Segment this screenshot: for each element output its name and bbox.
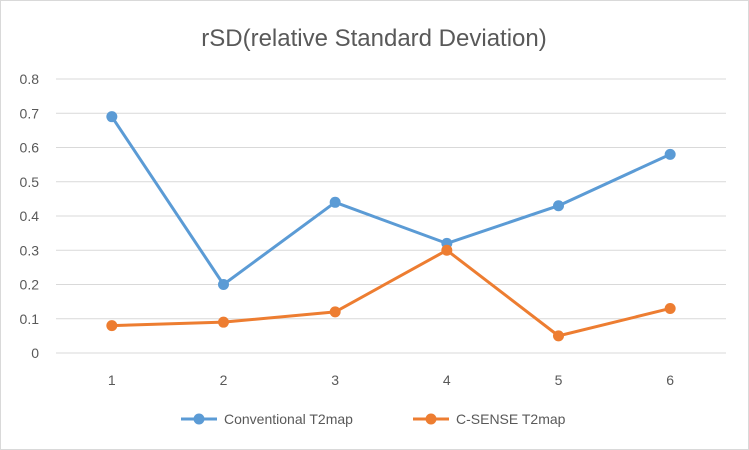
x-tick-label: 6 [666, 372, 674, 388]
y-tick-label: 0.7 [20, 105, 40, 121]
y-tick-label: 0.6 [20, 140, 40, 156]
data-point [218, 316, 229, 328]
legend-marker [193, 413, 205, 425]
data-point [553, 200, 564, 212]
legend: Conventional T2map C-SENSE T2map [181, 411, 566, 427]
y-axis-ticks: 0 0.1 0.2 0.3 0.4 0.5 0.6 0.7 0.8 [20, 71, 40, 361]
series-lines [106, 111, 676, 342]
data-point [441, 244, 453, 256]
gridlines [56, 78, 726, 354]
y-tick-label: 0.3 [20, 242, 40, 258]
data-point [329, 306, 341, 318]
chart-title: rSD(relative Standard Deviation) [201, 25, 546, 52]
data-point [664, 302, 676, 314]
data-point [106, 111, 118, 123]
data-point [218, 279, 229, 290]
y-tick-label: 0.2 [20, 277, 40, 293]
y-tick-label: 0.1 [20, 311, 40, 327]
x-tick-label: 3 [331, 372, 339, 388]
series-0 [106, 111, 676, 290]
data-point [106, 320, 118, 332]
legend-marker [425, 413, 437, 425]
legend-item-1: C-SENSE T2map [413, 411, 566, 427]
x-tick-label: 1 [108, 372, 116, 388]
legend-label: C-SENSE T2map [456, 411, 566, 427]
data-point [329, 196, 341, 208]
y-tick-label: 0.5 [20, 174, 40, 190]
data-point [553, 330, 564, 342]
x-tick-label: 4 [443, 372, 451, 388]
y-tick-label: 0.4 [20, 208, 40, 224]
x-tick-label: 5 [555, 372, 563, 388]
legend-item-0: Conventional T2map [181, 411, 353, 427]
y-tick-label: 0 [31, 345, 39, 361]
series-1 [106, 244, 676, 342]
legend-label: Conventional T2map [224, 411, 353, 427]
data-point [664, 148, 676, 160]
x-axis-ticks: 1 2 3 4 5 6 [108, 372, 674, 388]
y-tick-label: 0.8 [20, 71, 40, 87]
x-tick-label: 2 [220, 372, 228, 388]
series-line [110, 115, 672, 286]
series-line [110, 248, 672, 338]
